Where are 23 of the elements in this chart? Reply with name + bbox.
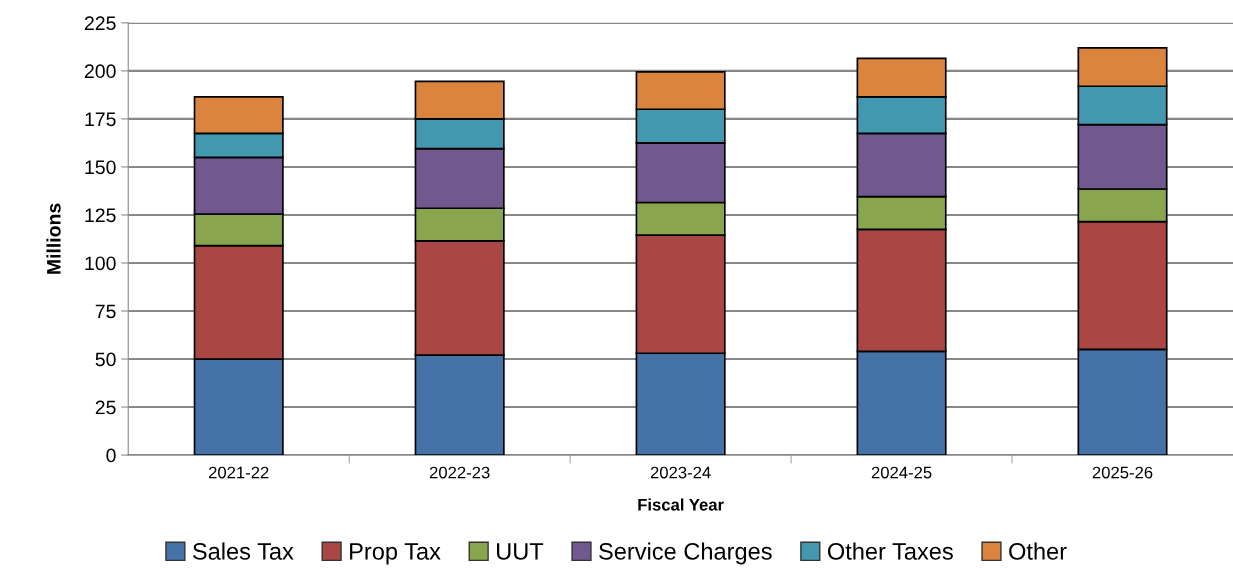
y-tick-label: 25 <box>95 400 116 415</box>
y-tick-label: 225 <box>84 16 116 31</box>
y-tick-label: 0 <box>106 448 116 463</box>
x-tick-label: 2024-25 <box>871 466 932 479</box>
legend-label: UUT <box>497 543 544 560</box>
legend-label: Other <box>1009 542 1067 560</box>
x-tick-label: 2022-23 <box>429 466 490 479</box>
y-tick-label: 125 <box>85 208 116 223</box>
y-tick-label: 150 <box>85 160 116 175</box>
y-axis-title: Millions <box>46 203 61 274</box>
y-tick-label: 175 <box>85 112 116 127</box>
y-tick-label: 50 <box>95 352 116 367</box>
x-tick-label: 2025-26 <box>1092 466 1153 479</box>
x-tick-label: 2021-22 <box>208 466 269 479</box>
y-tick-label: 75 <box>95 304 116 319</box>
x-axis-title: Fiscal Year <box>638 498 724 511</box>
legend-label: Sales Tax <box>192 542 294 560</box>
y-tick-label: 200 <box>84 64 116 79</box>
legend-label: Service Charges <box>599 542 772 565</box>
legend-label: Prop Tax <box>350 543 441 565</box>
x-tick-label: 2023-24 <box>650 466 711 479</box>
legend-label: Other Taxes <box>827 542 953 560</box>
y-tick-label: 100 <box>85 256 116 271</box>
